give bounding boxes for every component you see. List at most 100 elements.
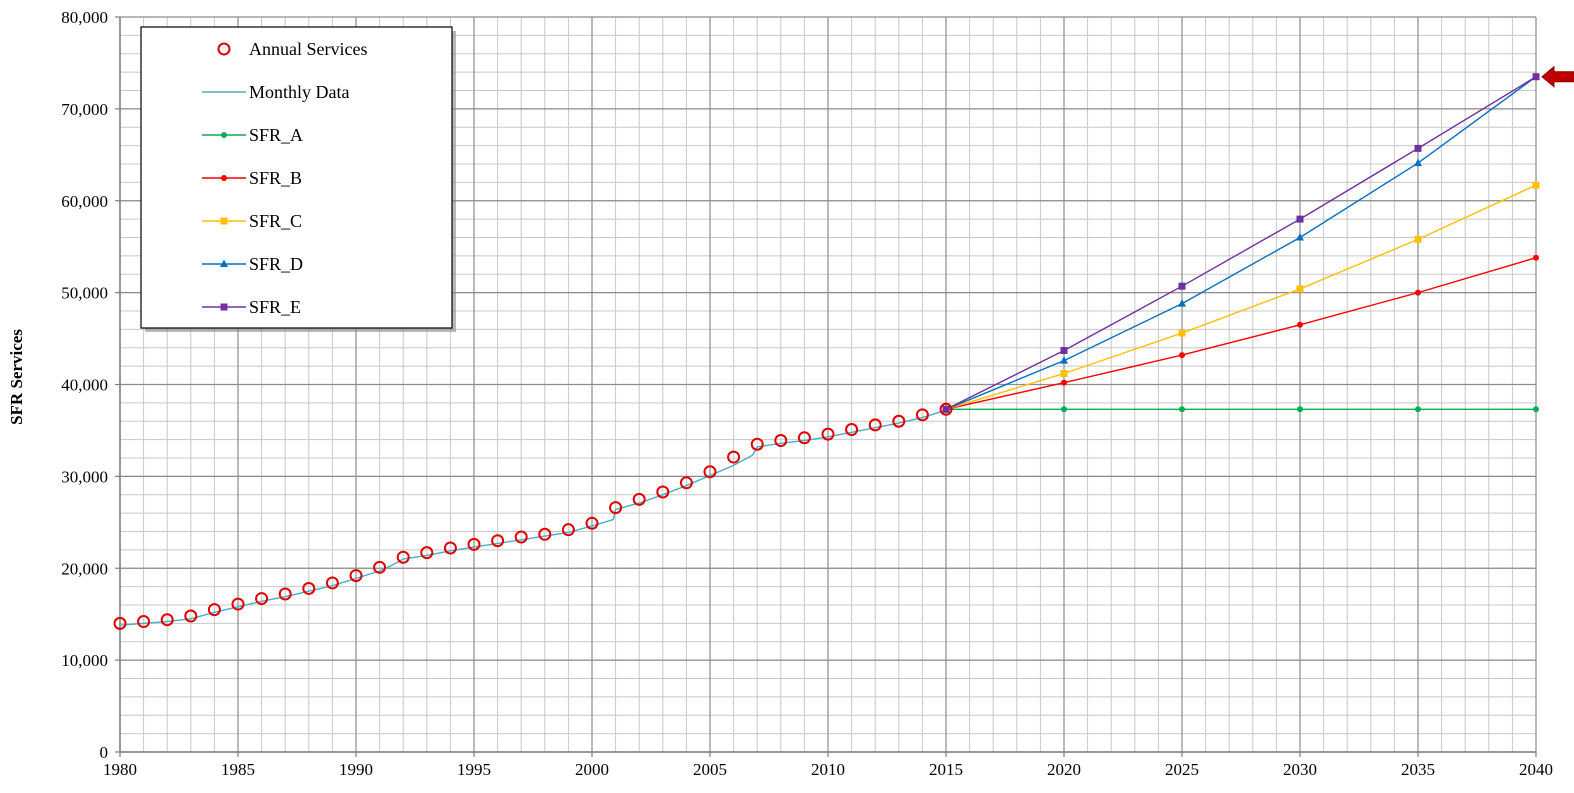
- data-point-annual-services: [207, 603, 221, 617]
- data-point-annual-services: [585, 516, 599, 530]
- series-sfr-a: [943, 406, 1539, 413]
- legend-label-annual-services: Annual Services: [249, 39, 367, 59]
- legend-swatch-annual-services: [217, 42, 231, 56]
- data-point-sfr-b: [1061, 379, 1067, 386]
- legend-box: [140, 26, 453, 329]
- data-point-annual-services: [349, 569, 363, 583]
- data-point-sfr-d: [1414, 158, 1422, 167]
- data-point-annual-services: [939, 402, 953, 416]
- data-point-annual-services: [797, 431, 811, 445]
- data-point-annual-services: [750, 437, 764, 451]
- data-point-sfr-e: [1414, 144, 1422, 152]
- legend-label-sfr-e: SFR_E: [249, 297, 301, 317]
- y-tick-labels: 0 10,000 20,000 30,000 40,000 50,000 60,000 70,…: [61, 8, 108, 762]
- data-point-annual-services: [703, 465, 717, 479]
- y-axis-title: SFR Services: [7, 329, 26, 425]
- legend-label-sfr-b: SFR_B: [249, 168, 302, 188]
- x-tick-label: 2040: [1519, 760, 1553, 779]
- data-point-sfr-e: [942, 405, 950, 413]
- x-tick-label: 2005: [693, 760, 727, 779]
- data-point-annual-services: [443, 541, 457, 555]
- series-monthly-data: [119, 409, 947, 626]
- x-tick-label: 2025: [1165, 760, 1199, 779]
- data-point-sfr-d: [1178, 299, 1186, 307]
- y-tick-label: 20,000: [61, 559, 108, 578]
- legend-item-sfr-c: SFR_C: [202, 211, 302, 231]
- data-point-annual-services: [561, 523, 575, 537]
- data-point-annual-services: [868, 418, 882, 432]
- series-sfr-e: [942, 73, 1540, 413]
- data-point-annual-services: [396, 550, 410, 564]
- data-point-annual-services: [278, 587, 292, 601]
- legend-item-sfr-a: SFR_A: [202, 125, 303, 145]
- data-point-annual-services: [325, 576, 339, 590]
- data-point-annual-services: [892, 414, 906, 428]
- legend-swatch-marker-sfr-e: [220, 303, 228, 311]
- data-point-sfr-a: [1297, 406, 1303, 413]
- legend-swatch-marker-sfr-a: [221, 132, 227, 138]
- data-point-sfr-a: [1061, 406, 1067, 413]
- data-point-sfr-a: [1179, 406, 1185, 413]
- x-tick-labels: 1980 1985 1990 1995 2000 2005 2010 2015 2020 2025…: [103, 760, 1553, 779]
- legend: Annual Services Monthly Data SFR_A SFR_B SFR…: [140, 26, 456, 332]
- series-layer: [113, 72, 1540, 630]
- data-point-sfr-b: [1297, 321, 1303, 328]
- data-point-annual-services: [373, 560, 387, 574]
- data-point-annual-services: [491, 534, 505, 548]
- data-point-annual-services: [184, 609, 198, 623]
- x-tick-label: 1990: [339, 760, 373, 779]
- data-point-sfr-b: [1533, 254, 1539, 261]
- data-point-sfr-c: [1532, 181, 1540, 189]
- legend-label-sfr-d: SFR_D: [249, 254, 303, 274]
- y-tick-label: 70,000: [61, 100, 108, 119]
- data-point-annual-services: [609, 501, 623, 515]
- data-point-annual-services: [845, 423, 859, 437]
- data-point-annual-services: [632, 492, 646, 506]
- data-point-annual-services: [915, 408, 929, 422]
- data-point-sfr-d: [1296, 233, 1304, 241]
- data-point-annual-services: [656, 485, 670, 499]
- data-point-annual-services: [727, 450, 741, 464]
- data-point-annual-services: [679, 476, 693, 490]
- data-point-annual-services: [774, 434, 788, 448]
- y-tick-label: 50,000: [61, 284, 108, 303]
- data-point-annual-services: [821, 427, 835, 441]
- x-tick-label: 2000: [575, 760, 609, 779]
- x-tick-label: 2030: [1283, 760, 1317, 779]
- y-tick-label: 30,000: [61, 467, 108, 486]
- data-point-annual-services: [255, 592, 269, 606]
- legend-label-monthly-data: Monthly Data: [249, 82, 350, 102]
- series-sfr-d: [942, 72, 1540, 413]
- series-line-sfr-e: [945, 76, 1537, 410]
- legend-item-sfr-e: SFR_E: [202, 297, 301, 317]
- legend-item-annual-services: Annual Services: [217, 39, 367, 59]
- data-point-sfr-c: [1296, 285, 1304, 293]
- series-line-sfr-c: [945, 184, 1537, 410]
- data-point-sfr-c: [1178, 329, 1186, 337]
- data-point-annual-services: [467, 537, 481, 551]
- series-line-sfr-d: [945, 76, 1537, 410]
- legend-label-sfr-a: SFR_A: [249, 125, 303, 145]
- y-tick-label: 0: [100, 743, 109, 762]
- x-tick-label: 1980: [103, 760, 137, 779]
- x-tick-label: 1995: [457, 760, 491, 779]
- data-point-sfr-b: [1179, 352, 1185, 359]
- y-tick-label: 60,000: [61, 192, 108, 211]
- x-tick-label: 2015: [929, 760, 963, 779]
- data-point-sfr-d: [1060, 356, 1068, 364]
- legend-item-monthly-data: Monthly Data: [202, 82, 350, 102]
- arrow-annotation: [1541, 65, 1574, 88]
- data-point-annual-services: [514, 530, 528, 544]
- y-tick-label: 10,000: [61, 651, 108, 670]
- data-point-sfr-e: [1532, 73, 1540, 81]
- y-tick-label: 40,000: [61, 376, 108, 395]
- data-point-sfr-b: [1415, 289, 1421, 296]
- series-line-sfr-b: [945, 257, 1537, 410]
- series-line-monthly-data: [119, 409, 947, 626]
- data-point-annual-services: [137, 615, 151, 629]
- data-point-sfr-c: [1060, 369, 1068, 377]
- x-tick-label: 2020: [1047, 760, 1081, 779]
- legend-swatch-marker-sfr-d: [220, 259, 228, 267]
- series-sfr-b: [943, 254, 1539, 413]
- data-point-sfr-e: [1296, 215, 1304, 223]
